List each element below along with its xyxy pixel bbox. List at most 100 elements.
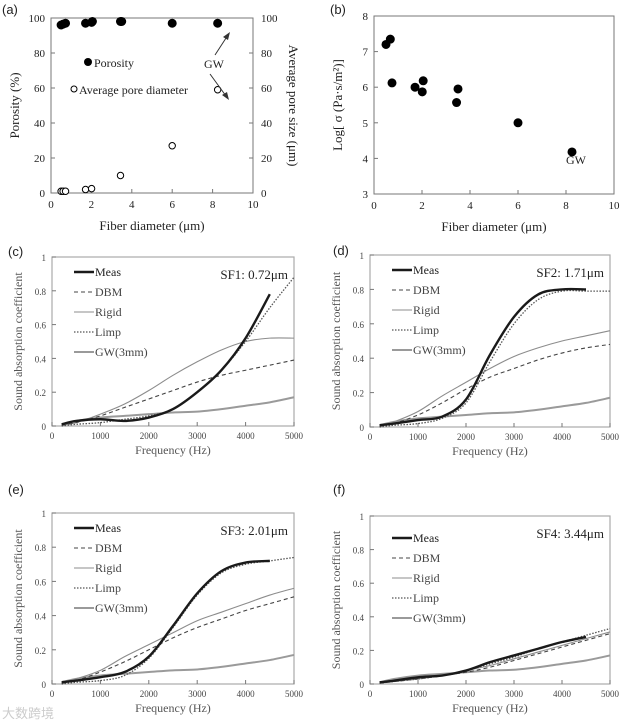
panel-label: (b) <box>330 2 346 17</box>
y-tick-label: 0.4 <box>353 613 365 623</box>
x-tick-label: 1000 <box>91 689 110 699</box>
legend-label: Rigid <box>413 303 440 317</box>
data-point-average-pore-diameter <box>61 187 70 195</box>
y-tick-label: 8 <box>363 11 369 23</box>
x-tick-label: 5000 <box>601 432 620 442</box>
x-axis-title: Fiber diameter (μm) <box>441 219 546 234</box>
panel-e: (e) 0 1000 2000 3000 4000 5000 0 0.2 0.4 0.6 0.8 1 Fr… <box>8 482 304 715</box>
x-tick-label: 3000 <box>505 432 524 442</box>
x-tick-label: 2000 <box>140 431 159 441</box>
x-tick-label: 2000 <box>140 689 159 699</box>
legend-label: GW(3mm) <box>95 601 148 615</box>
x-tick-label: 0 <box>371 200 377 212</box>
series-line-meas <box>379 287 587 427</box>
y2-tick-label: 20 <box>261 153 273 165</box>
legend-label: DBM <box>413 551 441 565</box>
panel-d: (d) 0 1000 2000 3000 4000 5000 0 0.2 0.4 0.6 0.8 1 Fr… <box>329 243 620 458</box>
chart-title: SF2: 1.71μm <box>536 265 604 280</box>
y-tick-label: 0.8 <box>35 287 47 297</box>
series-line-meas <box>379 635 587 684</box>
x-axis-title: Frequency (Hz) <box>135 701 211 715</box>
x-tick-label: 4000 <box>553 689 572 699</box>
series-line-limp <box>379 627 611 684</box>
panel-c: (c) 0 1000 2000 3000 4000 5000 0 0.2 0.4 0.6 0.8 1 Fr… <box>8 244 304 457</box>
legend-label-porosity: Porosity <box>94 56 134 70</box>
y-tick-label: 0.6 <box>353 579 365 589</box>
x-tick-label: 3000 <box>188 431 207 441</box>
legend-label: GW(3mm) <box>95 345 148 359</box>
legend-label: Meas <box>413 263 439 277</box>
y-tick-label: 1 <box>360 512 365 522</box>
x-tick-label: 2 <box>419 200 425 212</box>
y-tick-label: 6 <box>363 82 369 94</box>
x-axis-title: Frequency (Hz) <box>452 444 528 458</box>
y-tick-label: 40 <box>34 118 46 130</box>
y-tick-label: 0.2 <box>353 389 364 399</box>
data-point-average-pore-diameter <box>87 184 96 193</box>
series-line-gw3mm <box>379 396 611 427</box>
watermark: 大数跨境 <box>2 707 54 720</box>
y-axis-title: Porosity (%) <box>7 72 22 138</box>
panel-b: (b) 0 2 4 6 8 10 3 4 5 6 7 8 Fiber diameter (μm) Log[ … <box>330 2 620 234</box>
chart-title: SF3: 2.01μm <box>220 523 288 538</box>
x-tick-label: 1000 <box>91 431 110 441</box>
y-tick-label: 5 <box>363 118 369 130</box>
panel-label: (f) <box>333 482 345 497</box>
data-point-porosity <box>117 17 127 26</box>
x-tick-label: 4000 <box>237 431 256 441</box>
x-tick-label: 2 <box>89 199 95 211</box>
y-tick-label: 0.2 <box>353 646 364 656</box>
y-tick-label: 0.2 <box>35 388 46 398</box>
plot-frame <box>369 254 611 428</box>
legend-label: DBM <box>95 541 123 555</box>
plot-frame <box>373 15 615 195</box>
x-tick-label: 0 <box>368 432 373 442</box>
panel-label: (d) <box>333 243 349 258</box>
x-tick-label: 4 <box>129 199 135 211</box>
data-point-porosity <box>213 18 223 28</box>
data-point-average-pore-diameter <box>168 142 176 150</box>
y-tick-label: 0.6 <box>35 321 47 331</box>
x-tick-label: 4 <box>467 200 473 212</box>
plot-frame <box>51 512 295 685</box>
data-point-flow-resistivity <box>417 87 427 97</box>
y-tick-label: 1 <box>42 253 47 263</box>
plot-frame <box>51 256 295 427</box>
data-point-average-pore-diameter <box>81 185 90 194</box>
legend-label: Limp <box>95 581 121 595</box>
chart-title: SF4: 3.44μm <box>536 526 604 541</box>
x-tick-label: 6 <box>169 199 175 211</box>
x-tick-label: 1000 <box>409 689 428 699</box>
legend-label: DBM <box>413 283 441 297</box>
y-axis-title: Sound absorption coefficient <box>329 271 343 410</box>
series-line-dbm <box>379 343 611 427</box>
data-point-flow-resistivity <box>385 34 395 44</box>
x-axis-title: Frequency (Hz) <box>452 701 528 715</box>
annotation-gw: GW <box>566 153 587 167</box>
x-tick-label: 8 <box>563 200 569 212</box>
y-tick-label: 60 <box>34 83 46 95</box>
legend-label: Rigid <box>413 571 440 585</box>
y-tick-label: 0 <box>360 680 365 690</box>
plot-frame <box>369 515 611 685</box>
series-line-limp <box>61 276 295 427</box>
y-tick-label: 0.6 <box>35 577 47 587</box>
y2-tick-label: 40 <box>261 118 273 130</box>
x-tick-label: 0 <box>368 689 373 699</box>
x-tick-label: 3000 <box>188 689 207 699</box>
data-point-flow-resistivity <box>453 84 463 94</box>
x-tick-label: 6 <box>515 200 521 212</box>
series-line-gw3mm <box>61 653 295 684</box>
y-tick-label: 0 <box>40 188 46 200</box>
y-tick-label: 0.2 <box>35 646 46 656</box>
x-tick-label: 2000 <box>457 432 476 442</box>
panel-label: (e) <box>8 482 24 497</box>
x-tick-label: 5000 <box>601 689 620 699</box>
x-tick-label: 4000 <box>553 432 572 442</box>
y-tick-label: 4 <box>363 153 369 165</box>
legend-label-pore-diameter: Average pore diameter <box>79 83 188 97</box>
y-tick-label: 0 <box>42 422 47 432</box>
legend-label: GW(3mm) <box>413 611 466 625</box>
y2-axis-title: Average pore size (μm) <box>286 45 301 167</box>
legend-label: Limp <box>413 591 439 605</box>
